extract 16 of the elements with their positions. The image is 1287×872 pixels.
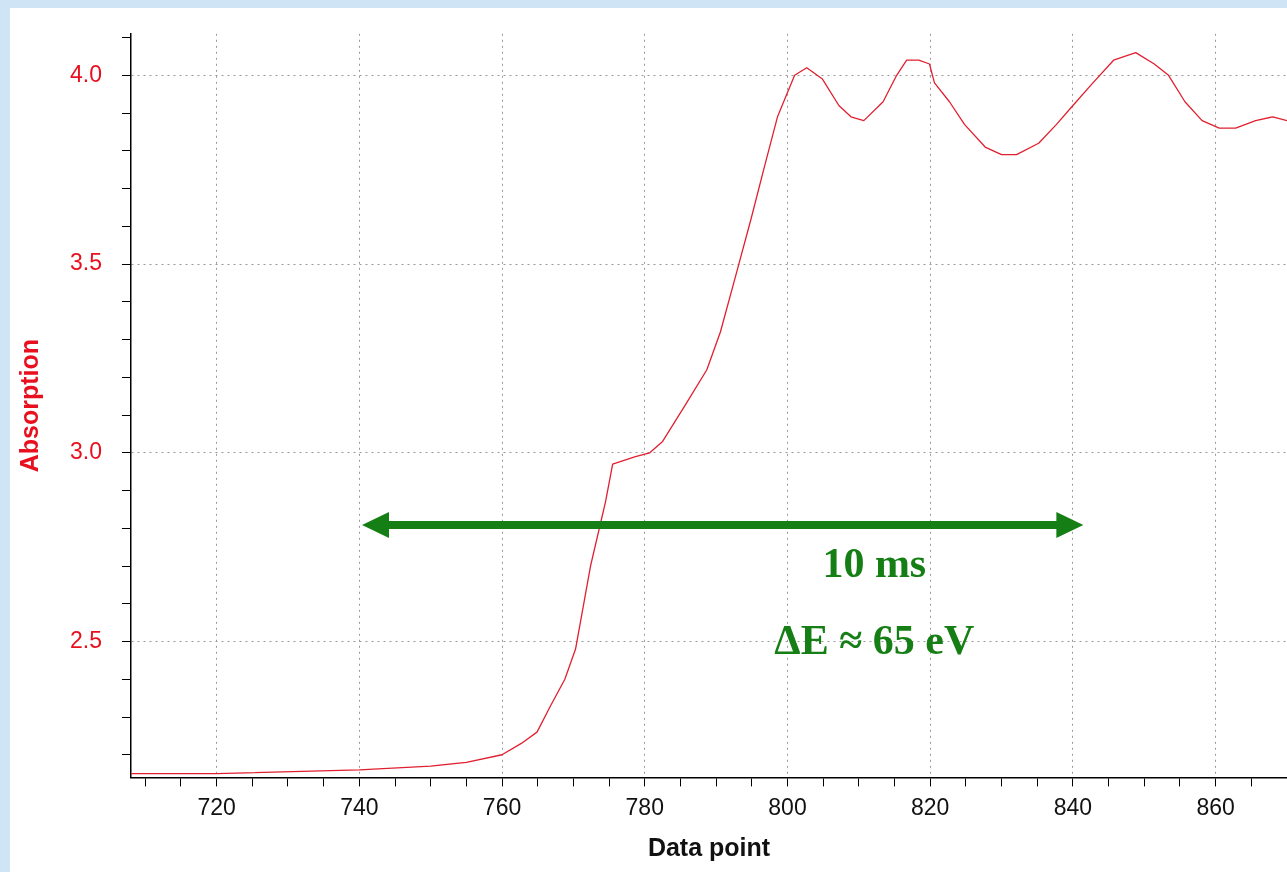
y-tick-label: 4.0 — [69, 60, 102, 87]
x-tick-label: 720 — [197, 793, 236, 820]
x-tick-label: 800 — [768, 793, 807, 820]
x-tick-label: 820 — [911, 793, 950, 820]
x-tick-label: 780 — [625, 793, 664, 820]
x-tick-label: 860 — [1196, 793, 1235, 820]
x-axis-title: Data point — [647, 832, 771, 861]
y-axis-title: Absorption — [14, 338, 43, 473]
y-tick-label: 3.5 — [69, 249, 102, 276]
annotation: ΔE ≈ 65 eV — [774, 617, 975, 664]
x-tick-label: 740 — [340, 793, 379, 820]
x-tick-label: 760 — [482, 793, 522, 820]
annotation: 10 ms — [822, 540, 927, 587]
x-tick-label: 840 — [1053, 793, 1093, 820]
y-tick-label: 2.5 — [69, 626, 102, 653]
y-tick-label: 3.0 — [69, 438, 102, 465]
